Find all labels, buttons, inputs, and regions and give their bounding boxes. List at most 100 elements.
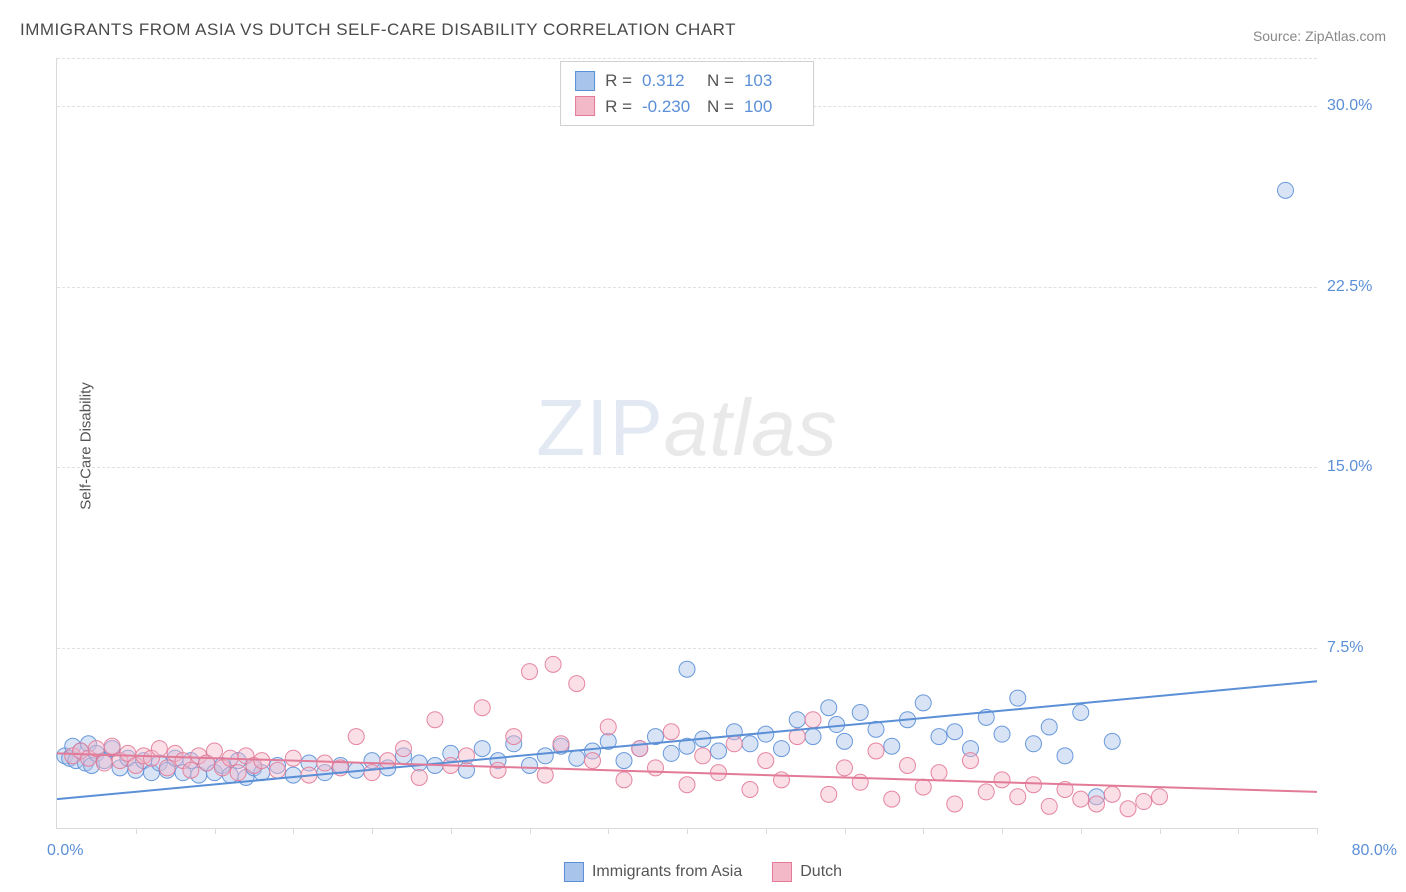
scatter-point [884,791,900,807]
x-minor-tick [215,828,216,834]
scatter-point [1026,777,1042,793]
scatter-point [742,782,758,798]
scatter-point [648,760,664,776]
scatter-point [805,729,821,745]
scatter-point [522,757,538,773]
scatter-point [427,712,443,728]
legend-item: Immigrants from Asia [564,862,742,882]
scatter-point [396,741,412,757]
stats-legend-box: R =0.312N =103R =-0.230N =100 [560,61,814,126]
x-minor-tick [1002,828,1003,834]
n-value: 100 [744,94,799,120]
n-label: N = [707,94,734,120]
scatter-point [789,712,805,728]
scatter-point [1026,736,1042,752]
x-minor-tick [608,828,609,834]
r-value: 0.312 [642,68,697,94]
scatter-point [663,745,679,761]
scatter-point [821,786,837,802]
scatter-point [522,664,538,680]
scatter-point [868,743,884,759]
scatter-point [600,719,616,735]
legend-swatch [575,96,595,116]
scatter-point [506,729,522,745]
legend-swatch [575,71,595,91]
scatter-point [1041,798,1057,814]
source-attribution: Source: ZipAtlas.com [1253,28,1386,44]
scatter-point [1057,748,1073,764]
scatter-point [1010,690,1026,706]
scatter-point [900,757,916,773]
x-minor-tick [530,828,531,834]
scatter-point [963,753,979,769]
scatter-point [947,796,963,812]
scatter-point [1073,705,1089,721]
stats-row: R =0.312N =103 [575,68,799,94]
r-value: -0.230 [642,94,697,120]
scatter-point [348,729,364,745]
scatter-point [915,779,931,795]
scatter-point [380,753,396,769]
scatter-point [994,772,1010,788]
y-tick-label: 30.0% [1327,97,1397,115]
scatter-point [915,695,931,711]
scatter-point [994,726,1010,742]
x-minor-tick [687,828,688,834]
scatter-point [726,736,742,752]
scatter-point [1152,789,1168,805]
legend-label: Immigrants from Asia [592,863,742,881]
scatter-point [230,765,246,781]
scatter-point [270,762,286,778]
x-minor-tick [1238,828,1239,834]
legend-swatch [564,862,584,882]
scatter-point [1120,801,1136,817]
x-minor-tick [845,828,846,834]
scatter-point [978,784,994,800]
scatter-point [474,741,490,757]
scatter-point [364,765,380,781]
scatter-point [411,769,427,785]
x-tick-max: 80.0% [1352,842,1397,860]
scatter-point [585,753,601,769]
scatter-point [553,736,569,752]
y-tick-label: 22.5% [1327,278,1397,296]
x-minor-tick [372,828,373,834]
scatter-point [1010,789,1026,805]
scatter-point [695,748,711,764]
scatter-point [837,760,853,776]
x-minor-tick [1317,828,1318,834]
scatter-point [569,676,585,692]
scatter-point [774,772,790,788]
scatter-point [1104,786,1120,802]
scatter-point [151,741,167,757]
r-label: R = [605,68,632,94]
scatter-point [459,762,475,778]
scatter-point [207,743,223,759]
y-tick-label: 15.0% [1327,458,1397,476]
r-label: R = [605,94,632,120]
scatter-point [742,736,758,752]
scatter-point [679,661,695,677]
y-tick-label: 7.5% [1327,639,1397,657]
x-minor-tick [1160,828,1161,834]
scatter-point [632,741,648,757]
scatter-point [837,733,853,749]
x-minor-tick [293,828,294,834]
stats-row: R = -0.230 N = 100 [575,94,799,120]
x-tick-min: 0.0% [47,842,83,860]
scatter-point [183,762,199,778]
scatter-point [96,755,112,771]
scatter-point [931,729,947,745]
x-minor-tick [451,828,452,834]
scatter-point [616,753,632,769]
x-minor-tick [1081,828,1082,834]
scatter-point [852,774,868,790]
legend-label: Dutch [800,863,842,881]
scatter-point [758,753,774,769]
scatter-point [285,767,301,783]
scatter-point [285,750,301,766]
chart-title: IMMIGRANTS FROM ASIA VS DUTCH SELF-CARE … [20,20,736,40]
scatter-point [1136,794,1152,810]
x-minor-tick [923,828,924,834]
scatter-point [805,712,821,728]
